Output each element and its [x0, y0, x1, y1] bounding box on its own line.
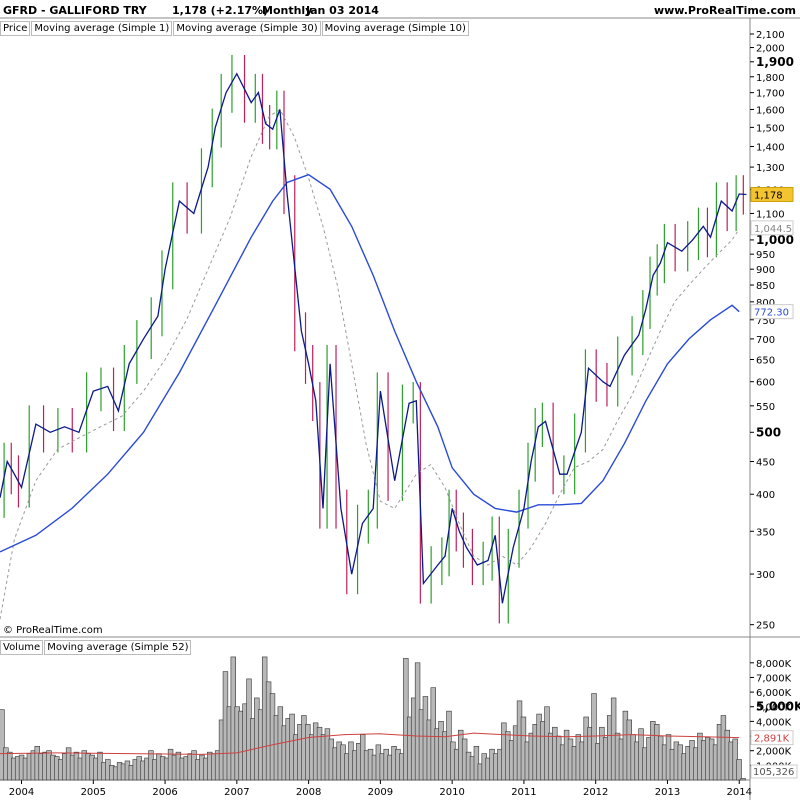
price-y-tick-label: 1,600 — [756, 105, 785, 116]
volume-bar — [740, 778, 746, 781]
price-y-tick-label: 1,400 — [756, 143, 785, 154]
volume-y-major-label: 5,000K — [756, 700, 800, 714]
x-tick-label: 2011 — [511, 787, 536, 798]
price-y-tick-label: 2,100 — [756, 30, 785, 41]
legend-ma30[interactable]: Moving average (Simple 30) — [173, 21, 321, 36]
ma30-value-label: 772.30 — [754, 308, 789, 319]
volume-y-tick-label: 7,000K — [756, 673, 792, 684]
price-y-tick-label: 400 — [756, 490, 775, 501]
volume-y-tick-label: 4,000K — [756, 717, 792, 728]
price-y-tick-label: 950 — [756, 250, 775, 261]
volume-ma52-value-label: 2,891K — [754, 734, 790, 745]
instrument-title: GFRD - GALLIFORD TRY — [3, 4, 147, 17]
x-ticks: 2004 2005 2006 2007 2008 2009 2010 2011 2012 2013… — [9, 780, 752, 798]
price-y-tick-label: 2,000 — [756, 44, 785, 55]
price-y-tick-label: 1,500 — [756, 123, 785, 134]
x-tick-label: 2006 — [152, 787, 177, 798]
ma1-line — [0, 72, 747, 604]
price-y-tick-label: 300 — [756, 570, 775, 581]
price-y-tick-label: 450 — [756, 458, 775, 469]
date-label: Jan 03 2014 — [306, 4, 379, 17]
volume-ma52-line — [0, 732, 740, 755]
price-y-tick-label: 700 — [756, 335, 775, 346]
x-tick-label: 2013 — [655, 787, 680, 798]
price-y-tick-label: 750 — [756, 316, 775, 327]
volume-bar — [0, 709, 5, 781]
price-y-tick-label: 1,700 — [756, 89, 785, 100]
period-label: Monthly — [262, 4, 313, 17]
volume-legend: Volume Moving average (Simple 52) — [0, 640, 192, 655]
ma10-line — [0, 108, 740, 620]
x-tick-label: 2005 — [81, 787, 106, 798]
price-y-tick-label: 850 — [756, 281, 775, 292]
ma30-value-label-box — [750, 304, 794, 320]
price-y-tick-label: 900 — [756, 265, 775, 276]
x-tick-label: 2007 — [224, 787, 249, 798]
ma10-value-label: 1,044.5 — [754, 224, 792, 235]
legend-volume[interactable]: Volume — [0, 640, 44, 655]
chart-header: GFRD - GALLIFORD TRY 1,178 (+2.17%) Mont… — [0, 0, 800, 20]
price-y-tick-label: 650 — [756, 355, 775, 366]
x-tick-label: 2012 — [583, 787, 608, 798]
price-y-tick-label: 800 — [756, 298, 775, 309]
legend-ma10[interactable]: Moving average (Simple 10) — [321, 21, 469, 36]
x-tick-label: 2008 — [296, 787, 321, 798]
price-y-tick-label: 250 — [756, 621, 775, 632]
volume-last-label: 105,326 — [753, 767, 794, 778]
price-y-tick-label: 550 — [756, 402, 775, 413]
legend-ma1[interactable]: Moving average (Simple 1) — [31, 21, 173, 36]
price-bars — [3, 54, 744, 624]
price-y-tick-label: 1,000 — [756, 233, 794, 247]
x-tick-label: 2009 — [368, 787, 393, 798]
site-url[interactable]: www.ProRealTime.com — [653, 4, 796, 17]
legend-price[interactable]: Price — [0, 21, 31, 36]
price-y-tick-label: 1,300 — [756, 163, 785, 174]
volume-bars — [0, 656, 746, 781]
ma10-value-label-box — [750, 220, 794, 236]
volume-y-tick-label: 6,000K — [756, 688, 792, 699]
x-tick-label: 2010 — [439, 787, 464, 798]
volume-y-tick-label: 8,000K — [756, 659, 792, 670]
price-y-tick-label: 1,800 — [756, 73, 785, 84]
ma30-line — [0, 173, 740, 553]
x-tick-label: 2004 — [9, 787, 34, 798]
volume-last-box — [750, 764, 798, 779]
x-tick-label: 2014 — [727, 787, 752, 798]
legend-vol-ma52[interactable]: Moving average (Simple 52) — [44, 640, 192, 655]
last-price-change: 1,178 (+2.17%) — [172, 4, 269, 17]
price-y-tick-label: 350 — [756, 527, 775, 538]
price-y-tick-label: 1,100 — [756, 209, 785, 220]
volume-y-tick-label: 2,000K — [756, 747, 792, 758]
volume-bar — [473, 746, 480, 781]
volume-y-tick-label: 5,000K — [756, 703, 792, 714]
copyright: © ProRealTime.com — [3, 625, 103, 636]
last-price-label-box — [750, 186, 794, 202]
volume-bar — [591, 693, 597, 781]
volume-y-ticks: 8,000K7,000K6,000K5,000K4,000K3,000K2,00… — [750, 659, 792, 772]
price-y-tick-label: 600 — [756, 378, 775, 389]
price-legend: Price Moving average (Simple 1) Moving a… — [0, 21, 470, 36]
volume-bar — [736, 759, 742, 781]
price-y-tick-label: 1,900 — [756, 55, 794, 69]
last-price-label: 1,178 — [754, 190, 783, 201]
volume-ma52-value-box — [750, 730, 794, 746]
price-y-tick-label: 500 — [756, 425, 781, 439]
